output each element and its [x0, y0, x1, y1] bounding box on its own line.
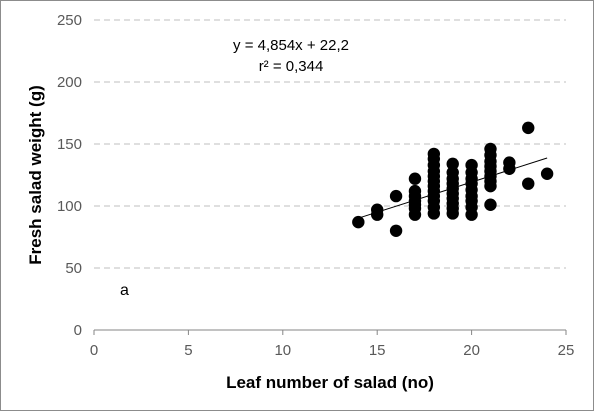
data-point — [427, 147, 441, 161]
regression-equation: y = 4,854x + 22,2 — [233, 37, 349, 54]
data-point — [522, 177, 535, 190]
x-tick-label: 5 — [184, 342, 192, 359]
axes — [93, 329, 567, 335]
x-tick-label: 25 — [558, 342, 575, 359]
data-point — [484, 142, 497, 156]
data-point — [540, 167, 554, 180]
y-tick-label: 200 — [57, 74, 82, 91]
y-tick-labels: 0 50 100 150 200 250 — [57, 12, 82, 339]
x-tick-label: 20 — [463, 342, 480, 359]
data-point — [446, 166, 459, 179]
x-tick-label: 15 — [369, 342, 386, 359]
y-tick-label: 150 — [57, 136, 82, 153]
data-point — [522, 121, 535, 135]
data-point — [389, 189, 403, 203]
data-point — [446, 157, 459, 171]
x-tick-label: 0 — [90, 342, 98, 359]
y-tick-label: 0 — [74, 322, 82, 339]
trendline-path — [358, 157, 548, 219]
data-points — [352, 121, 554, 237]
data-point — [484, 198, 497, 211]
y-axis-title: Fresh salad weight (g) — [26, 85, 45, 264]
data-point — [465, 158, 478, 172]
y-tick-label: 50 — [65, 260, 82, 277]
gridlines — [94, 19, 566, 269]
data-point — [408, 172, 422, 185]
x-tick-label: 10 — [274, 342, 291, 359]
r-squared-label: r² = 0,344 — [259, 58, 324, 75]
data-point — [503, 156, 516, 169]
x-axis-title: Leaf number of salad (no) — [226, 373, 434, 392]
data-point — [352, 215, 365, 229]
y-tick-label: 100 — [57, 198, 82, 215]
data-point — [408, 184, 422, 198]
x-tick-labels: 0 5 10 15 20 25 — [90, 342, 575, 359]
y-tick-label: 250 — [57, 12, 82, 29]
panel-label: a — [120, 282, 129, 299]
data-point — [389, 224, 403, 237]
trendline — [358, 157, 548, 219]
